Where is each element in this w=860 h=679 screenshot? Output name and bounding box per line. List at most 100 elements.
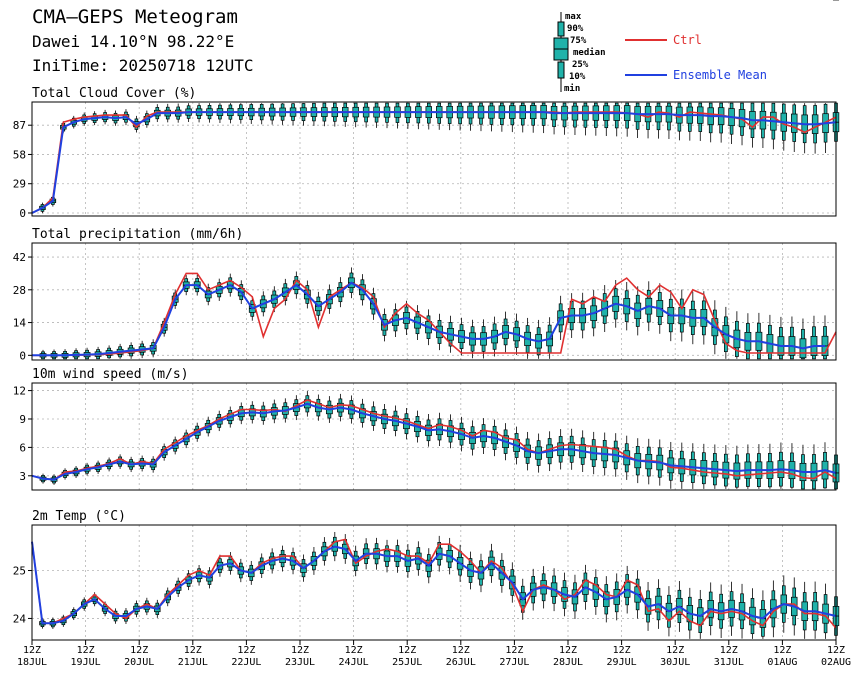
- y-tick-label: 12: [13, 385, 26, 398]
- x-tick-date-label: 21JUL: [178, 657, 208, 668]
- panel-frame: [31, 382, 837, 491]
- box-plot: [733, 445, 741, 489]
- x-tick-hour-label: 12Z: [613, 645, 631, 656]
- box-plot: [749, 588, 756, 639]
- panel-title: 10m wind speed (m/s): [32, 367, 189, 382]
- box-plot: [571, 102, 579, 136]
- y-tick-label: 28: [13, 284, 26, 297]
- box-plot: [83, 347, 91, 360]
- x-tick-hour-label: 12Z: [345, 645, 363, 656]
- ctrl-series-line: [31, 538, 837, 629]
- box-plot: [467, 102, 474, 131]
- legend-max-label: max: [565, 12, 582, 22]
- panel-1: Total Cloud Cover (%) 0 29 58 87: [13, 86, 840, 220]
- y-tick-label: 24: [13, 612, 27, 625]
- x-tick-hour-label: 12Z: [23, 645, 41, 656]
- panel-frame: [31, 242, 837, 361]
- x-tick-date-label: 28JUL: [553, 657, 583, 668]
- box-plot: [780, 103, 788, 151]
- y-tick-label: 0: [19, 349, 26, 362]
- box-plot: [770, 102, 777, 150]
- box-plot: [550, 102, 558, 135]
- init-time-label: IniTime: 20250718 12UTC: [32, 56, 254, 75]
- y-tick-label: 9: [19, 413, 26, 426]
- box-plot: [603, 102, 610, 137]
- box-plot: [697, 102, 704, 141]
- panel-frame: [31, 101, 837, 217]
- x-tick-date-label: 02AUG: [821, 657, 851, 668]
- x-tick-date-label: 20JUL: [124, 657, 154, 668]
- y-tick-label: 87: [13, 119, 26, 132]
- panel-3: 10m wind speed (m/s) 3 6 9 12: [13, 367, 840, 491]
- box-plot: [707, 102, 714, 143]
- box-plot: [94, 346, 102, 360]
- box-plot: [689, 443, 697, 489]
- box-plot: [744, 444, 752, 489]
- box-plot: [258, 103, 265, 125]
- box-plot: [456, 102, 464, 131]
- x-tick-hour-label: 12Z: [505, 645, 523, 656]
- box-plot: [582, 102, 589, 136]
- box-plot: [268, 103, 276, 125]
- legend-mean-swatch: [625, 74, 667, 76]
- box-plot: [373, 102, 380, 128]
- ensemble-mean-series-line: [32, 281, 825, 357]
- x-tick-date-label: 26JUL: [446, 657, 476, 668]
- box-plot: [655, 102, 662, 139]
- box-plot: [477, 102, 485, 132]
- box-plot: [519, 102, 526, 133]
- box-plot: [289, 103, 297, 126]
- legend: max 90% 75% median 25% 10% min Ctrl Ense…: [540, 8, 840, 98]
- box-plot: [561, 102, 568, 135]
- x-tick-hour-label: 12Z: [130, 645, 148, 656]
- x-tick-date-label: 22JUL: [231, 657, 261, 668]
- box-plot: [61, 349, 69, 360]
- box-plot: [592, 102, 600, 136]
- ensemble-mean-series-line: [31, 111, 837, 214]
- legend-p75-label: 75%: [570, 36, 587, 46]
- x-tick-date-label: 30JUL: [660, 657, 690, 668]
- box-plot: [425, 102, 433, 130]
- box-plot: [822, 583, 829, 639]
- box-plot: [665, 102, 673, 139]
- x-tick-hour-label: 12Z: [291, 645, 309, 656]
- y-tick-label: 25: [13, 565, 26, 578]
- x-tick-hour-label: 12Z: [827, 645, 845, 656]
- box-plot: [248, 103, 255, 124]
- legend-p90-label: 90%: [567, 24, 584, 34]
- x-tick-hour-label: 12Z: [237, 645, 255, 656]
- box-plot: [488, 102, 495, 132]
- box-plot: [711, 444, 719, 489]
- y-tick-label: 3: [19, 470, 26, 483]
- x-tick-hour-label: 12Z: [184, 645, 202, 656]
- ctrl-series-line: [32, 272, 837, 357]
- box-plot: [788, 443, 796, 489]
- box-plot: [722, 445, 730, 489]
- legend-ctrl-label: Ctrl: [673, 33, 702, 47]
- box-plot: [755, 444, 763, 489]
- box-plot: [50, 349, 58, 360]
- box-plot: [498, 102, 506, 132]
- meteogram-header: CMA—GEPS Meteogram Dawei 14.10°N 98.22°E…: [0, 0, 860, 100]
- box-plot: [810, 444, 818, 490]
- x-tick-hour-label: 12Z: [398, 645, 416, 656]
- y-tick-label: 29: [13, 178, 26, 191]
- box-plot: [766, 443, 774, 489]
- box-plot: [759, 590, 767, 639]
- x-tick-date-label: 29JUL: [607, 657, 637, 668]
- legend-min-label: min: [564, 84, 581, 94]
- box-plot: [821, 442, 829, 489]
- box-plot: [811, 581, 819, 639]
- box-plot: [237, 103, 245, 124]
- x-tick-date-label: 23JUL: [285, 657, 315, 668]
- panel-4: 2m Temp (°C) 24 25: [13, 509, 840, 641]
- y-tick-label: 6: [19, 441, 26, 454]
- box-plot: [777, 442, 785, 489]
- legend-boxplot-icon: [553, 12, 569, 92]
- x-tick-hour-label: 12Z: [666, 645, 684, 656]
- box-plot: [342, 102, 349, 127]
- legend-p10-label: 10%: [569, 72, 586, 82]
- box-plot: [676, 102, 683, 141]
- box-plot: [644, 102, 652, 139]
